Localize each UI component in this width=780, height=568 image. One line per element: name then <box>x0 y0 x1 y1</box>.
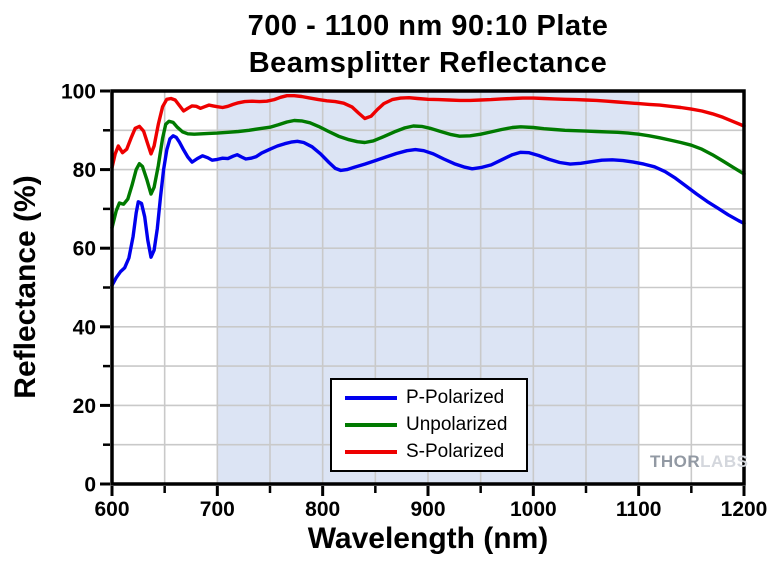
chart-title: 700 - 1100 nm 90:10 Plate Beamsplitter R… <box>112 8 744 82</box>
chart-title-line2: Beamsplitter Reflectance <box>248 47 608 79</box>
legend-label: Unpolarized <box>406 413 508 435</box>
x-tick-label: 1200 <box>721 498 768 521</box>
plot-frame <box>110 89 746 486</box>
gridlines <box>113 92 743 483</box>
legend-item-s-polarized: S-Polarized <box>345 441 522 463</box>
x-tick-label: 1100 <box>616 498 662 521</box>
axis-ticks <box>100 89 746 496</box>
legend-item-unpolarized: Unpolarized <box>345 414 522 436</box>
y-axis-label: Reflectance (%) <box>9 175 42 399</box>
x-tick-label: 700 <box>200 498 235 521</box>
chart-title-line1: 700 - 1100 nm 90:10 Plate <box>247 10 609 42</box>
x-tick-label: 800 <box>305 498 340 521</box>
s-polarized-line-swatch <box>345 449 397 454</box>
y-tick-label: 100 <box>61 81 96 104</box>
x-axis-label: Wavelength (nm) <box>307 522 549 555</box>
curve-p-polarized <box>110 134 746 288</box>
legend: P-Polarized Unpolarized S-Polarized <box>330 378 528 472</box>
curve-s-polarized <box>110 94 746 170</box>
x-tick-label: 600 <box>94 498 129 521</box>
y-tick-label: 60 <box>73 238 96 261</box>
curve-unpolarized <box>110 118 746 230</box>
x-tick-label: 1000 <box>510 498 557 521</box>
y-tick-label: 40 <box>73 316 96 339</box>
p-polarized-line-swatch <box>345 396 397 401</box>
legend-label: P-Polarized <box>406 387 505 409</box>
legend-item-p-polarized: P-Polarized <box>345 387 522 409</box>
x-tick-labels: 600 700 800 900 1000 1100 1200 <box>94 498 767 521</box>
legend-label: S-Polarized <box>406 440 505 462</box>
x-tick-label: 900 <box>410 498 445 521</box>
y-tick-label: 0 <box>84 474 96 497</box>
unpolarized-line-swatch <box>345 422 397 427</box>
watermark-labs: LABS <box>700 452 749 471</box>
y-tick-label: 80 <box>73 159 96 182</box>
y-tick-label: 20 <box>73 395 96 418</box>
watermark-thor: THOR <box>650 452 701 471</box>
thorlabs-watermark: THORLABS <box>650 452 748 472</box>
y-tick-labels: 0 20 40 60 80 100 <box>61 81 96 497</box>
